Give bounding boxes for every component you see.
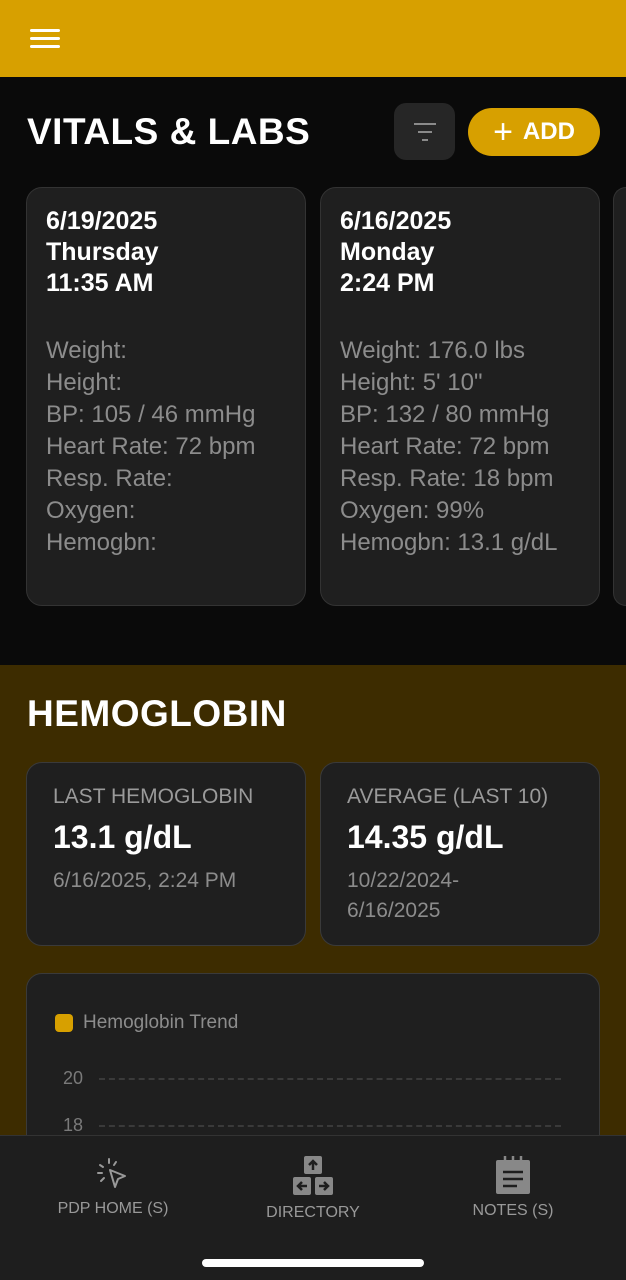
oxygen: Oxygen: 99% bbox=[340, 497, 485, 524]
resp-rate: Resp. Rate: 18 bpm bbox=[340, 465, 554, 492]
vitals-card[interactable]: 6/19/2025 Thursday 11:35 AM Weight: Heig… bbox=[26, 187, 306, 606]
stat-label: AVERAGE (LAST 10) bbox=[347, 785, 549, 808]
oxygen: Oxygen: bbox=[46, 497, 136, 524]
cursor-click-icon bbox=[97, 1158, 126, 1188]
vitals-card[interactable]: 6/16/2025 Monday 2:24 PM Weight: 176.0 l… bbox=[320, 187, 600, 606]
home-indicator bbox=[202, 1259, 424, 1267]
y-tick: 20 bbox=[63, 1068, 84, 1088]
hemoglobin-section: HEMOGLOBIN LAST HEMOGLOBIN 13.1 g/dL 6/1… bbox=[0, 665, 626, 1173]
chart-legend: Hemoglobin Trend bbox=[55, 1012, 238, 1034]
hemoglobin: Hemogbn: 13.1 g/dL bbox=[340, 529, 558, 556]
bp: BP: 105 / 46 mmHg bbox=[46, 401, 256, 428]
card-day: Monday bbox=[340, 238, 435, 266]
hemoglobin: Hemogbn: bbox=[46, 529, 157, 556]
filter-icon bbox=[413, 123, 436, 125]
weight: Weight: 176.0 lbs bbox=[340, 337, 526, 364]
nav-directory[interactable]: DIRECTORY bbox=[228, 1156, 398, 1222]
page-title: VITALS & LABS bbox=[27, 111, 311, 152]
stat-value: 13.1 g/dL bbox=[53, 819, 192, 855]
section-title: HEMOGLOBIN bbox=[27, 693, 287, 734]
bottom-nav: PDP HOME (S) DIRECTORY NOTES (S) bbox=[0, 1135, 626, 1280]
nav-notes[interactable]: NOTES (S) bbox=[428, 1156, 598, 1220]
stat-sub: 10/22/2024- 6/16/2025 bbox=[347, 866, 573, 926]
card-time: 11:35 AM bbox=[46, 269, 154, 297]
filter-button[interactable] bbox=[394, 103, 455, 160]
nav-pdp-home[interactable]: PDP HOME (S) bbox=[28, 1156, 198, 1218]
add-button[interactable]: + ADD bbox=[468, 108, 600, 156]
range-start: 10/22/2024- bbox=[347, 869, 460, 892]
vitals-card-partial[interactable] bbox=[613, 187, 626, 606]
nav-label: NOTES (S) bbox=[472, 1202, 554, 1219]
stat-label: LAST HEMOGLOBIN bbox=[53, 785, 254, 808]
gridline bbox=[99, 1078, 561, 1080]
arrow-keys-icon bbox=[293, 1156, 333, 1195]
legend-label: Hemoglobin Trend bbox=[83, 1012, 239, 1033]
card-day: Thursday bbox=[46, 238, 159, 266]
height: Height: bbox=[46, 369, 123, 396]
card-time: 2:24 PM bbox=[340, 269, 435, 297]
gridline bbox=[99, 1125, 561, 1127]
card-date: 6/16/2025 bbox=[340, 207, 452, 235]
range-end: 6/16/2025 bbox=[347, 899, 441, 922]
last-hemoglobin-card: LAST HEMOGLOBIN 13.1 g/dL 6/16/2025, 2:2… bbox=[26, 762, 306, 946]
heart-rate: Heart Rate: 72 bpm bbox=[340, 433, 550, 460]
plus-icon: + bbox=[493, 113, 513, 151]
nav-label: DIRECTORY bbox=[266, 1204, 360, 1221]
height: Height: 5' 10" bbox=[340, 369, 483, 396]
heart-rate: Heart Rate: 72 bpm bbox=[46, 433, 256, 460]
resp-rate: Resp. Rate: bbox=[46, 465, 173, 492]
nav-label: PDP HOME (S) bbox=[57, 1200, 169, 1217]
add-label: ADD bbox=[522, 118, 575, 145]
weight: Weight: bbox=[46, 337, 127, 364]
stat-value: 14.35 g/dL bbox=[347, 819, 504, 855]
stat-sub: 6/16/2025, 2:24 PM bbox=[53, 869, 237, 892]
top-bar bbox=[0, 0, 626, 77]
vitals-section: VITALS & LABS + ADD 6/19/2025 Thursday 11… bbox=[0, 77, 626, 665]
card-date: 6/19/2025 bbox=[46, 207, 158, 235]
hamburger-icon[interactable] bbox=[30, 29, 60, 49]
notepad-icon bbox=[496, 1156, 530, 1194]
average-hemoglobin-card: AVERAGE (LAST 10) 14.35 g/dL 10/22/2024-… bbox=[320, 762, 600, 946]
y-tick: 18 bbox=[63, 1115, 84, 1135]
bp: BP: 132 / 80 mmHg bbox=[340, 401, 550, 428]
legend-swatch bbox=[55, 1014, 73, 1032]
